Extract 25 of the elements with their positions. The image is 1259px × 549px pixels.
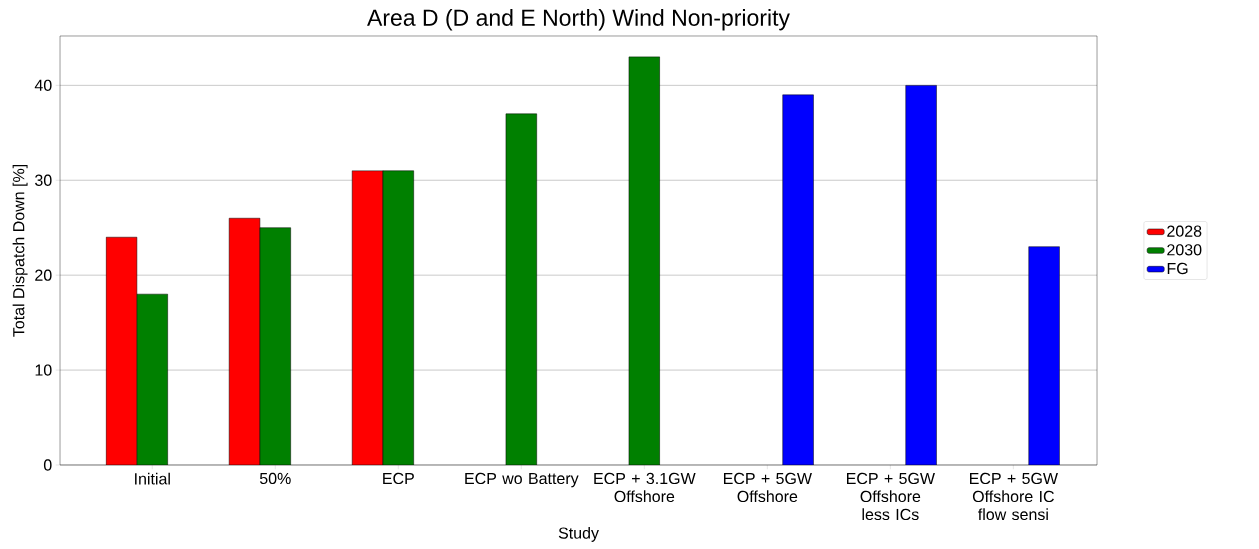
bar: [351, 170, 384, 465]
y-tick-label: 40: [34, 79, 52, 92]
x-axis-title: Study: [558, 526, 599, 542]
y-tick-label: 30: [35, 174, 52, 186]
bar: [905, 85, 937, 465]
x-tick-label: ECP: [383, 472, 414, 485]
legend-label: 2030: [1167, 244, 1202, 256]
y-tick-label: 20: [35, 269, 52, 281]
x-tick-label: 50%: [259, 472, 291, 485]
legend-label: FG: [1167, 262, 1188, 275]
y-tick-label: 0: [43, 459, 52, 471]
legend-label: 2028: [1167, 225, 1202, 237]
bar: [1028, 246, 1060, 465]
x-tick-label: ECP + 5GW Offshore IC flow sensi: [970, 472, 1058, 521]
x-tick-label: ECP + 3.1GW Offshore: [594, 472, 696, 503]
bar: [105, 236, 138, 465]
y-tick-label: 10: [35, 364, 52, 376]
x-tick-label: ECP + 5GW Offshore: [723, 472, 812, 503]
chart-title: Area D (D and E North) Wind Non-priority: [367, 9, 790, 31]
bar: [782, 94, 814, 465]
bar: [228, 217, 261, 465]
y-axis-title: Total Dispatch Down [%]: [12, 164, 28, 337]
x-tick-label: ECP + 5GW Offshore less ICs: [847, 472, 935, 521]
x-tick-label: ECP wo Battery: [465, 472, 579, 488]
x-tick-label: Initial: [135, 472, 170, 485]
